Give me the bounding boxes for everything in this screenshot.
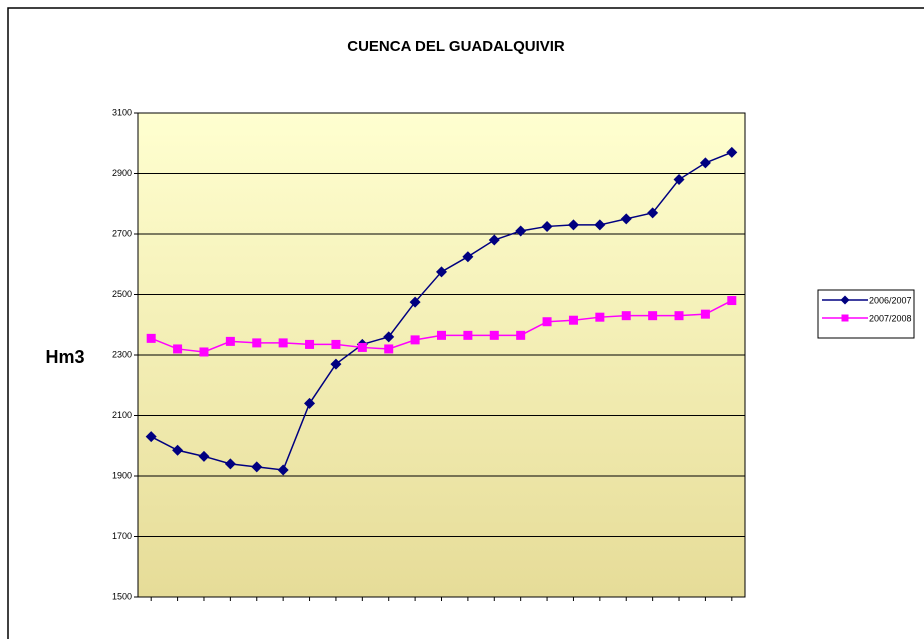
data-point <box>251 461 263 473</box>
y-tick-label: 1500 <box>112 591 132 601</box>
data-point <box>462 251 474 263</box>
data-point <box>727 296 737 306</box>
y-tick-label: 2100 <box>112 410 132 420</box>
y-tick-label: 2500 <box>112 289 132 299</box>
data-point <box>621 311 631 321</box>
data-point <box>700 309 710 319</box>
legend-marker <box>841 314 849 322</box>
data-point <box>516 330 526 340</box>
legend-label: 2006/2007 <box>869 295 912 305</box>
data-point <box>541 220 553 232</box>
data-point <box>648 311 658 321</box>
chart-title: CUENCA DEL GUADALQUIVIR <box>347 38 565 55</box>
data-point <box>437 330 446 340</box>
data-point <box>330 358 342 370</box>
data-point <box>436 266 447 278</box>
data-point <box>568 315 578 325</box>
data-point <box>726 146 738 158</box>
legend-label: 2007/2008 <box>869 313 912 323</box>
data-point <box>278 338 288 348</box>
data-point <box>225 336 235 346</box>
data-point <box>277 464 289 476</box>
data-point <box>357 342 367 352</box>
data-point <box>173 344 183 354</box>
data-point <box>699 157 711 169</box>
data-point <box>146 333 156 343</box>
data-point <box>674 311 684 321</box>
data-point <box>304 397 316 409</box>
data-point <box>384 344 394 354</box>
data-point <box>145 431 157 443</box>
legend-marker <box>840 295 850 305</box>
data-point <box>409 296 421 308</box>
y-tick-label: 2900 <box>112 168 132 178</box>
data-point <box>542 317 552 327</box>
data-point <box>199 347 209 357</box>
data-point <box>567 219 579 231</box>
data-point <box>172 444 184 456</box>
y-tick-label: 1900 <box>112 470 132 480</box>
data-point <box>252 338 262 348</box>
data-point <box>515 225 527 237</box>
data-point <box>488 234 500 246</box>
data-point <box>198 450 210 462</box>
y-tick-label: 1700 <box>112 531 132 541</box>
data-point <box>673 174 685 186</box>
y-tick-label: 2700 <box>112 228 132 238</box>
legend <box>817 289 915 339</box>
data-point <box>224 458 236 470</box>
data-point <box>463 330 473 340</box>
data-point <box>620 213 632 225</box>
data-point <box>489 330 499 340</box>
data-point <box>383 331 395 343</box>
y-axis-label: Hm3 <box>45 347 84 367</box>
data-point <box>305 339 315 349</box>
y-tick-label: 2300 <box>112 349 132 359</box>
data-point <box>647 207 659 219</box>
data-point <box>594 219 606 231</box>
data-point <box>410 335 420 345</box>
data-point <box>331 339 341 349</box>
y-tick-label: 3100 <box>112 107 132 117</box>
data-point <box>595 312 605 322</box>
